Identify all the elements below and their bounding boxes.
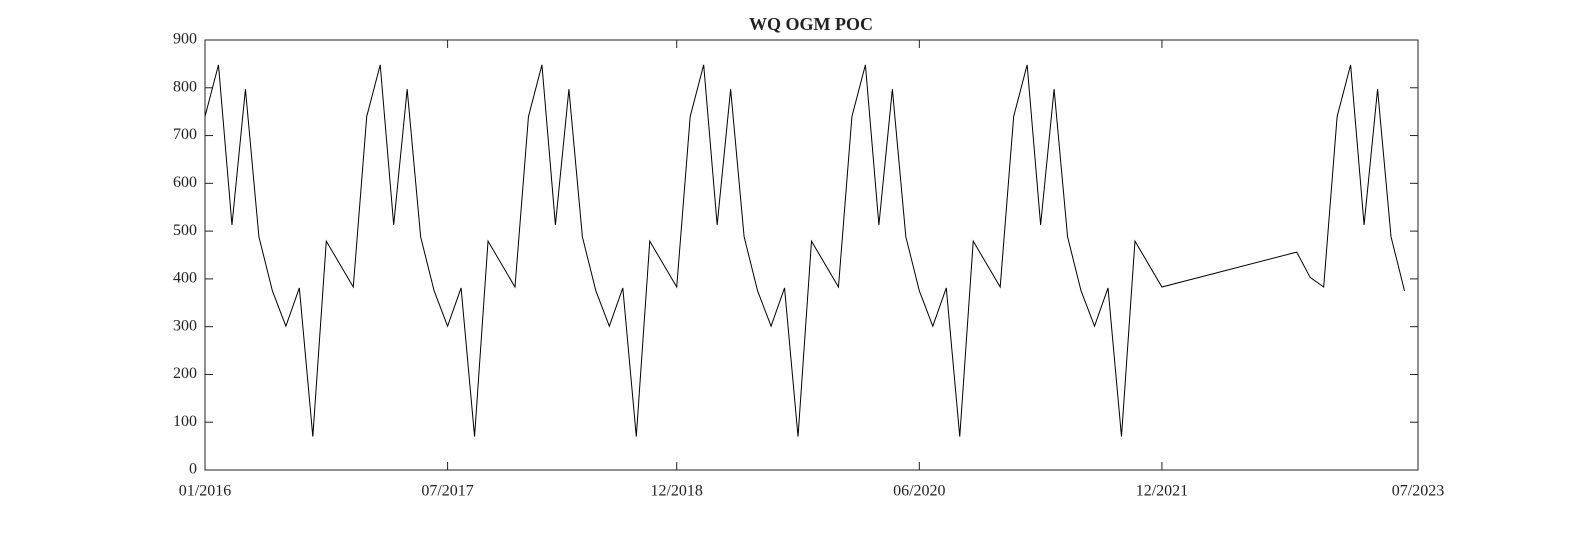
y-tick-label: 100 [173,413,197,430]
y-tick-label: 700 [173,126,197,143]
y-tick-label: 900 [173,31,197,48]
y-tick-label: 0 [189,461,197,478]
chart-title: WQ OGM POC [749,14,873,34]
x-tick-label: 07/2017 [421,483,473,500]
x-tick-label: 12/2021 [1136,483,1188,500]
x-tick-label: 07/2023 [1392,483,1444,500]
x-tick-label: 01/2016 [179,483,231,500]
y-tick-label: 600 [173,174,197,191]
x-tick-label: 12/2018 [650,483,702,500]
y-tick-label: 300 [173,317,197,334]
plot-frame [204,39,1419,471]
y-tick-label: 200 [173,365,197,382]
y-tick-label: 400 [173,270,197,287]
y-tick-label: 500 [173,222,197,239]
x-tick-label: 06/2020 [893,483,945,500]
data-line [204,64,1406,437]
y-tick-label: 800 [173,78,197,95]
